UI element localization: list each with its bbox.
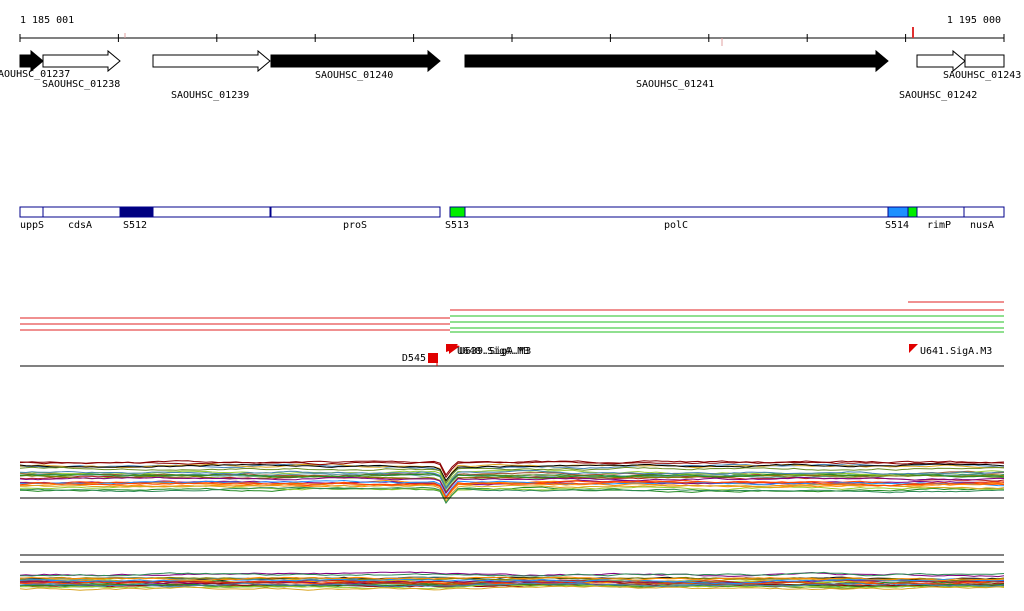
trace: [19, 486, 1004, 504]
segment: [464, 206, 889, 218]
gene-arrow: [42, 49, 121, 73]
segment-label: S514: [885, 220, 909, 231]
segment: [449, 206, 466, 218]
segment-label: proS: [343, 220, 367, 231]
feature-label: D545: [402, 353, 426, 364]
trace: [19, 476, 1005, 494]
segment-label: nusA: [970, 220, 994, 231]
trace: [19, 469, 1005, 487]
trace: [19, 463, 1005, 482]
ruler-marker: [912, 27, 914, 38]
gene-label: SAOUHSC_01237: [0, 69, 70, 80]
segment-label: rimP: [927, 220, 951, 231]
feature-label: U639.SigA.M3: [459, 346, 531, 357]
gene-arrow: [270, 49, 441, 73]
segment: [963, 206, 1005, 218]
trace: [19, 460, 1005, 476]
gene-arrow: [916, 49, 966, 73]
feature-label: U641.SigA.M3: [920, 346, 992, 357]
trace: [19, 473, 1005, 489]
segment: [907, 206, 918, 218]
gene-label: SAOUHSC_01240: [315, 70, 393, 81]
gene-arrow: [964, 54, 1005, 68]
segment: [19, 206, 44, 218]
gene-label: SAOUHSC_01242: [899, 90, 977, 101]
trace: [19, 576, 1005, 582]
segment: [42, 206, 121, 218]
feature-flag: [909, 344, 918, 366]
segment-track: uppS cdsA S512 proS S513 polC S514 rimP nusA: [19, 206, 1005, 231]
trace: [19, 479, 1005, 498]
ruler-ticks: [19, 34, 1005, 42]
gene-label: SAOUHSC_01239: [171, 90, 249, 101]
trace: [19, 469, 1005, 489]
gene-arrow: [464, 49, 889, 73]
segment: [152, 206, 271, 218]
segment: [916, 206, 965, 218]
segment: [887, 206, 909, 218]
trace: [19, 585, 1005, 591]
trace: [19, 571, 1005, 578]
trace: [19, 466, 1005, 485]
segment-label: cdsA: [68, 220, 92, 231]
ruler-start: 1 185 001: [20, 15, 74, 26]
segment-label: S513: [445, 220, 469, 231]
feature-label: U640.SigA.M3: [457, 346, 529, 357]
gene-arrow: [19, 49, 44, 73]
feature-box: [428, 353, 438, 363]
segment-label: uppS: [20, 220, 44, 231]
feature-flag: [449, 344, 460, 366]
segment: [270, 206, 441, 218]
gene-label: SAOUHSC_01241: [636, 79, 714, 90]
expression-traces: [19, 460, 1005, 591]
trace: [19, 571, 1005, 577]
gene-label: SAOUHSC_01243: [943, 70, 1021, 81]
segment-label: S512: [123, 220, 147, 231]
gene-label: SAOUHSC_01238: [42, 79, 120, 90]
gene-arrow: [152, 49, 271, 73]
trace: [19, 482, 1005, 499]
segment: [119, 206, 154, 218]
segment-label: polC: [664, 220, 688, 231]
trace: [19, 582, 1005, 588]
ruler-end: 1 195 000: [947, 15, 1001, 26]
trace: [19, 480, 1005, 499]
coverage-lines: [20, 301, 1004, 333]
